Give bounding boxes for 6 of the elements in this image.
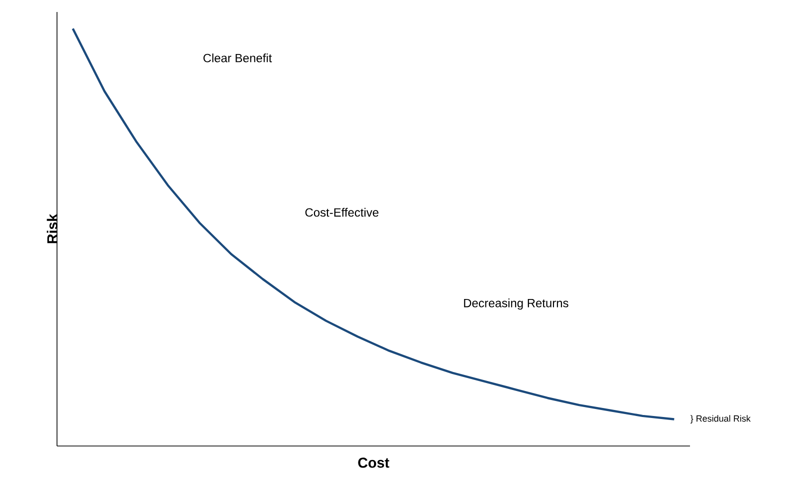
text: } Residual Risk [690,415,751,424]
x-axis-title: Cost [358,458,390,468]
annotation: Cost-Effective [305,208,378,217]
annotation: Clear Benefit [203,54,272,62]
y-axis-title: Risk [46,214,58,244]
annotation: Decreasing Returns [464,298,568,310]
